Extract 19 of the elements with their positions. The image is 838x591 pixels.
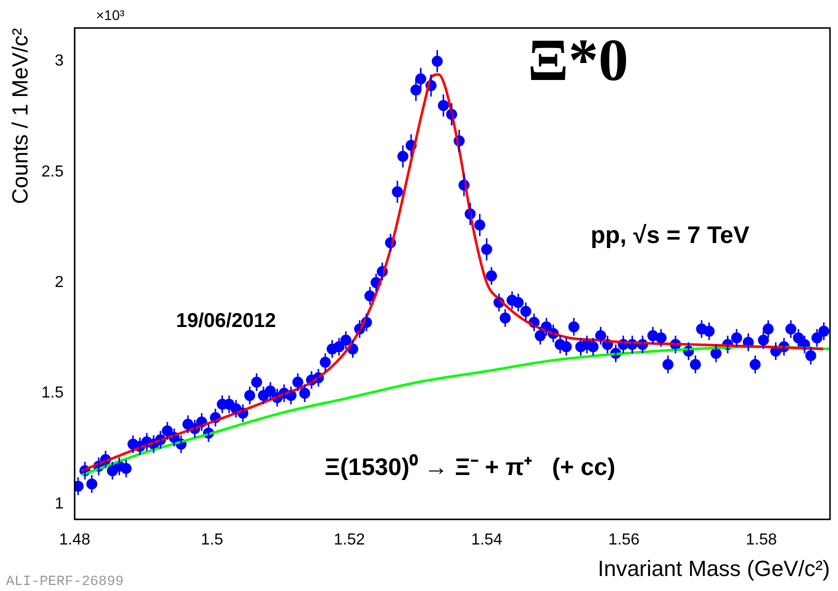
y-tick-label: 3 xyxy=(54,52,64,70)
annotation: Ξ*0 xyxy=(528,27,628,93)
x-tick-label: 1.58 xyxy=(746,531,778,548)
annotation: 19/06/2012 xyxy=(176,310,276,332)
x-tick-label: 1.52 xyxy=(334,531,365,548)
y-tick-label: 1 xyxy=(54,495,64,512)
x-tick-label: 1.5 xyxy=(200,531,224,548)
x-tick-label: 1.56 xyxy=(608,531,640,548)
y-tick-label: 1.5 xyxy=(41,384,64,402)
text: ALI-PERF-26899 xyxy=(6,574,124,590)
x-tick-label: 1.54 xyxy=(471,531,502,548)
annotation: Ξ(1530)⁰ → Ξ⁻ + π⁺ (+ cc) xyxy=(324,454,616,481)
y-tick-label: 2 xyxy=(54,274,64,291)
x-tick-label: 1.48 xyxy=(59,531,90,548)
x-axis-title: Invariant Mass (GeV/c²) xyxy=(598,556,830,581)
y-axis-title: Counts / 1 MeV/c² xyxy=(7,28,32,204)
text: ×10³ xyxy=(96,7,125,23)
annotation: pp, √s = 7 TeV xyxy=(590,222,750,249)
y-tick-label: 2.5 xyxy=(41,163,64,180)
